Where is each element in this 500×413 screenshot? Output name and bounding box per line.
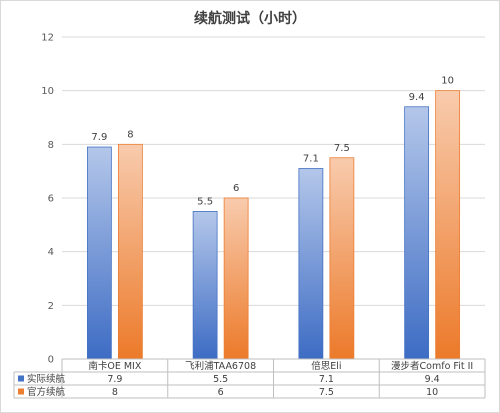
bar-actual (404, 106, 430, 360)
bar-official (117, 143, 143, 360)
bar-actual (298, 168, 324, 360)
bars (86, 90, 461, 360)
y-tick-label: 12 (41, 33, 54, 44)
y-tick-label: 10 (41, 86, 54, 97)
bar-actual (192, 211, 218, 360)
series-name: 实际续航 (27, 373, 66, 385)
data-label: 7.5 (334, 143, 350, 154)
y-tick-label: 2 (48, 301, 54, 312)
table-cell: 5.5 (213, 374, 228, 385)
legend-key-actual (18, 375, 24, 382)
table-cell: 7.9 (107, 374, 122, 385)
legend-key-official (18, 388, 24, 395)
data-table: 南卡OE MIX 飞利浦TAA6708 倍思Eli 漫步者Comfo Fit II 实际… (13, 358, 486, 399)
table-cell: 6 (218, 387, 224, 398)
table-cell: 10 (426, 387, 438, 398)
data-label: 5.5 (197, 196, 213, 207)
data-label: 6 (233, 183, 239, 194)
table-cell: 7.1 (319, 374, 334, 385)
bar-official (223, 197, 249, 360)
data-labels: 7.9 8 5.5 6 7.1 7.5 9.4 10 (91, 76, 454, 208)
data-label: 10 (441, 76, 454, 87)
series-name: 官方续航 (27, 386, 66, 398)
chart-title: 续航测试（小时） (194, 11, 306, 27)
data-label: 7.9 (91, 132, 107, 143)
category-label: 漫步者Comfo Fit II (391, 360, 473, 372)
category-label: 南卡OE MIX (88, 360, 141, 372)
data-label: 8 (127, 129, 133, 140)
y-tick-label: 4 (48, 247, 54, 258)
table-cell: 8 (112, 387, 118, 398)
y-tick-label: 0 (48, 355, 54, 366)
y-tick-label: 8 (48, 140, 54, 151)
data-label: 7.1 (303, 153, 319, 164)
category-label: 飞利浦TAA6708 (185, 360, 256, 372)
y-tick-label: 6 (48, 194, 54, 205)
category-label: 倍思Eli (311, 360, 341, 372)
data-label: 9.4 (409, 92, 425, 103)
bar-actual (86, 146, 112, 360)
bar-official (329, 157, 355, 360)
table-cell: 9.4 (425, 374, 440, 385)
bar-official (435, 90, 461, 360)
y-axis-ticks: 0 2 4 6 8 10 12 (41, 33, 54, 366)
table-cell: 7.5 (319, 387, 334, 398)
